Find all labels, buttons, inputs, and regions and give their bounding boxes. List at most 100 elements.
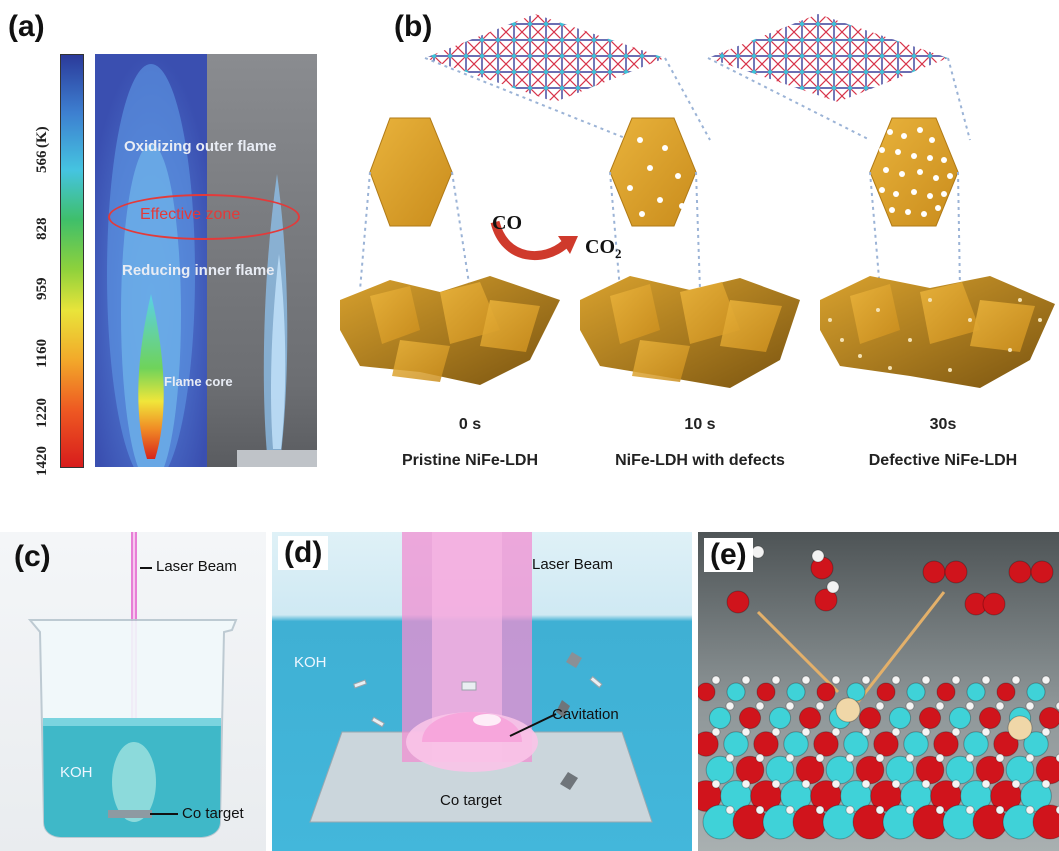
hydrogen-atom (875, 753, 885, 763)
hydrogen-atom (875, 701, 885, 711)
inner-flame-label: Reducing inner flame (122, 262, 275, 279)
hydrogen-atom (995, 701, 1005, 711)
oxygen-atom (858, 706, 882, 730)
hydrogen-atom (801, 779, 811, 789)
cobalt-atom (843, 731, 869, 757)
hydrogen-atom (995, 805, 1005, 815)
hexagon-defects (609, 117, 697, 227)
hydrogen-atom (741, 727, 751, 737)
oxygen-atom (876, 682, 896, 702)
hydrogen-atom (995, 753, 1005, 763)
temp-tick: 566 (34, 150, 50, 174)
oxygen-atom (1030, 560, 1054, 584)
hydrogen-atom (1055, 701, 1059, 711)
hydrogen-atom (1041, 675, 1051, 685)
hydrogen-atom (1025, 805, 1035, 815)
oxygen-atom (918, 706, 942, 730)
vacancy-site (835, 697, 861, 723)
hydrogen-atom (921, 675, 931, 685)
oxygen-atom (735, 755, 765, 785)
panel-e-label: (e) (704, 538, 753, 572)
oxygen-atom (698, 731, 719, 757)
hexagon-pristine (369, 117, 453, 227)
panel-d-label: (d) (278, 536, 329, 570)
hydrogen-atom (771, 779, 781, 789)
temp-tick: 1160 (34, 338, 50, 368)
co2-label: CO2 (585, 236, 622, 262)
hydrogen-atom (875, 805, 885, 815)
oxygen-atom (698, 682, 716, 702)
hydrogen-atom (861, 675, 871, 685)
cobalt-atom (783, 731, 809, 757)
hydrogen-atom (711, 675, 721, 685)
oxygen-atom (756, 682, 776, 702)
cobalt-atom (906, 682, 926, 702)
vacancy-site (1007, 715, 1033, 741)
panel-c-label: (c) (14, 540, 51, 573)
stage-time-0: 0 s (458, 416, 482, 433)
cobalt-atom (1005, 755, 1035, 785)
hydrogen-atom (965, 701, 975, 711)
hydrogen-atom (965, 805, 975, 815)
panel-b-illustration (340, 14, 1055, 388)
hydrogen-atom (951, 727, 961, 737)
hydrogen-atom (831, 675, 841, 685)
co2-subscript: 2 (615, 246, 622, 261)
hydrogen-atom (725, 753, 735, 763)
hydrogen-atom (935, 753, 945, 763)
d-co-target-label: Co target (440, 792, 502, 809)
d-laser-beam-label: Laser Beam (532, 556, 613, 573)
atom-model (698, 545, 1059, 840)
hydrogen-atom (751, 545, 765, 559)
oxygen-atom (944, 560, 968, 584)
effective-zone-label: Effective zone (140, 206, 241, 223)
nanosheet-cluster-pristine (340, 276, 560, 385)
cobalt-atom (1026, 682, 1046, 702)
hydrogen-atom (891, 675, 901, 685)
oxygen-atom (1008, 560, 1032, 584)
hydrogen-atom (905, 753, 915, 763)
cobalt-atom (966, 682, 986, 702)
hydrogen-atom (921, 727, 931, 737)
cobalt-atom (885, 755, 915, 785)
stage-name-1: NiFe-LDH with defects (615, 452, 785, 469)
oxygen-atom (738, 706, 762, 730)
oxygen-atom (816, 682, 836, 702)
hydrogen-atom (891, 779, 901, 789)
effective-zone-ellipse (108, 194, 300, 240)
panel-b-label: (b) (394, 10, 433, 43)
hydrogen-atom (725, 701, 735, 711)
hydrogen-atom (755, 701, 765, 711)
hydrogen-atom (755, 805, 765, 815)
temp-tick: 1420 (34, 446, 50, 476)
cobalt-atom (846, 682, 866, 702)
hydrogen-atom (935, 701, 945, 711)
panel-a-label: (a) (8, 10, 45, 43)
cobalt-atom (768, 706, 792, 730)
hydrogen-atom (1055, 805, 1059, 815)
hydrogen-atom (815, 701, 825, 711)
hydrogen-atom (755, 753, 765, 763)
temp-tick: 828 (34, 217, 50, 241)
hydrogen-atom (1025, 701, 1035, 711)
c-koh-label: KOH (60, 764, 93, 781)
hydrogen-atom (905, 701, 915, 711)
cobalt-atom (723, 731, 749, 757)
d-koh-label: KOH (294, 654, 327, 671)
outer-flame-label: Oxidizing outer flame (124, 138, 277, 155)
reaction-arrow (856, 591, 946, 703)
flame-photo (207, 54, 317, 467)
hydrogen-atom (935, 805, 945, 815)
hydrogen-atom (815, 805, 825, 815)
panel-d-box (272, 532, 692, 851)
hydrogen-atom (826, 580, 840, 594)
lattice-diamond-2 (708, 14, 948, 102)
oxygen-atom (922, 560, 946, 584)
lattice-diamond-1 (425, 14, 665, 102)
cobalt-atom (1020, 780, 1052, 812)
temperature-scale: (K) 566 828 959 1160 1220 1420 (34, 0, 58, 480)
stage-time-2: 30s (929, 416, 957, 433)
oxygen-atom (1035, 755, 1059, 785)
oxygen-atom (813, 731, 839, 757)
temp-tick: 1220 (34, 398, 50, 428)
